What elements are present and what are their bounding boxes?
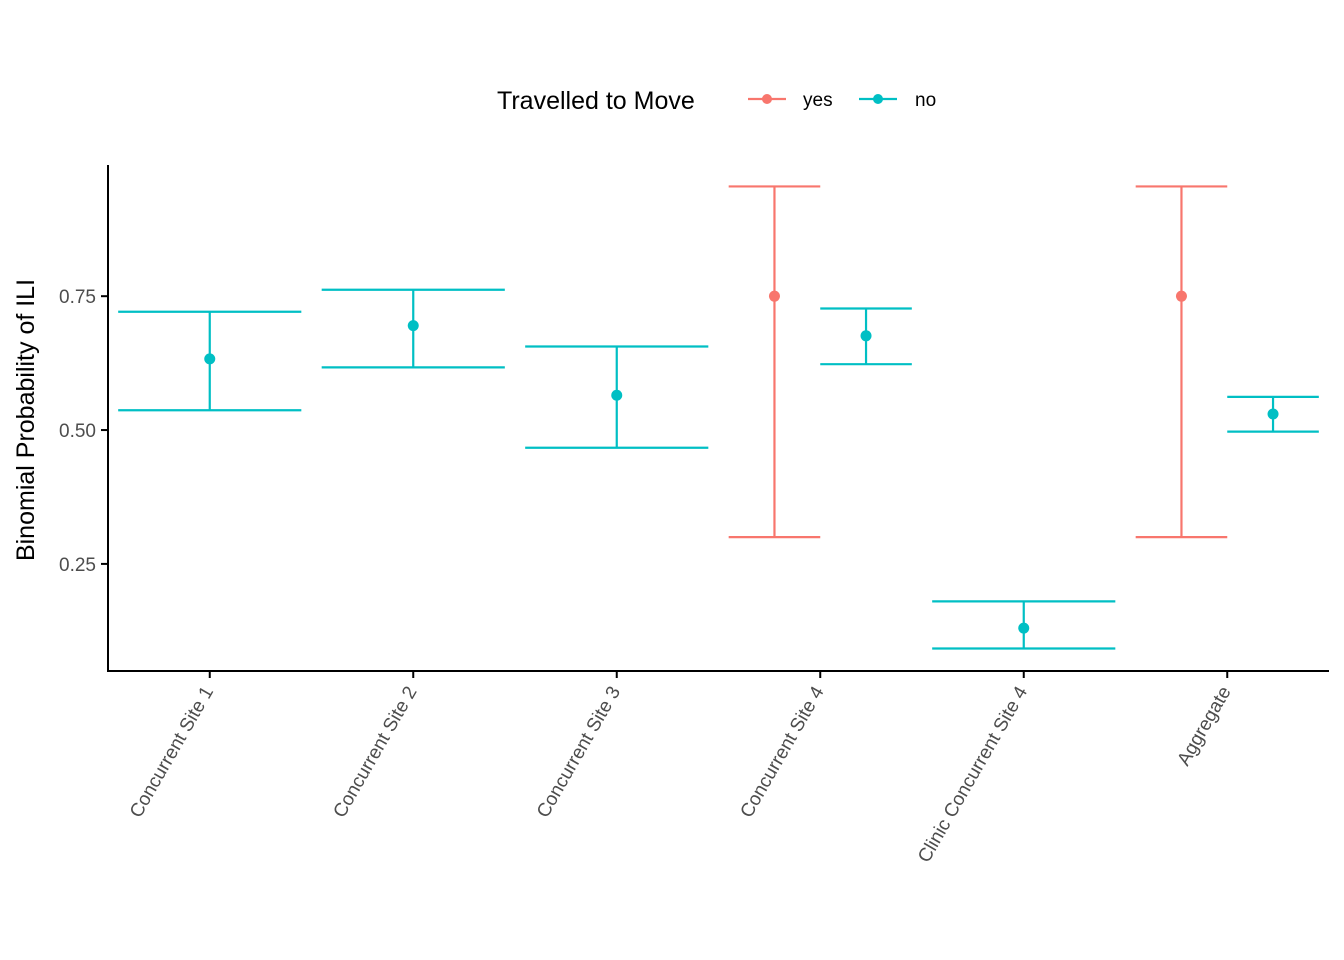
x-tick-label: Concurrent Site 2 [329, 683, 421, 822]
errorbar-no [118, 310, 302, 412]
y-ticks: 0.25 0.50 0.75 [59, 287, 108, 576]
errorbar-no [321, 288, 505, 369]
point-estimate [611, 389, 623, 401]
data-marks [118, 185, 1319, 650]
legend-item-no: no [859, 90, 936, 111]
legend-key-dot-no [873, 94, 883, 104]
errorbar-yes [1135, 185, 1228, 539]
point-estimate [1267, 408, 1279, 420]
errorbar-yes [728, 185, 821, 539]
legend-item-yes: yes [748, 90, 833, 111]
legend-key-dot-yes [762, 94, 772, 104]
x-tick-label: Clinic Concurrent Site 4 [914, 683, 1032, 867]
point-estimate [407, 320, 419, 332]
errorbar-no [1227, 395, 1319, 433]
errorbar-no [525, 345, 709, 449]
point-estimate [1018, 622, 1030, 634]
legend: Travelled to Move yes no [497, 87, 936, 115]
point-estimate [768, 290, 780, 302]
point-estimate [860, 330, 872, 342]
errorbar-no [820, 307, 912, 366]
point-estimate [204, 353, 216, 365]
y-tick-label: 0.25 [59, 555, 96, 576]
axes [107, 165, 1329, 672]
legend-label-yes: yes [803, 90, 833, 111]
x-tick-label: Concurrent Site 4 [736, 683, 828, 822]
legend-title: Travelled to Move [497, 87, 695, 115]
x-tick-label: Concurrent Site 3 [533, 683, 625, 822]
y-tick-label: 0.50 [59, 421, 96, 442]
y-tick-label: 0.75 [59, 287, 96, 308]
x-tick-label: Aggregate [1174, 683, 1236, 769]
errorbar-no [932, 600, 1116, 650]
point-estimate [1175, 290, 1187, 302]
y-axis-title: Binomial Probability of ILI [12, 279, 40, 561]
x-ticks: Concurrent Site 1 Concurrent Site 2 Concur… [126, 671, 1236, 866]
legend-label-no: no [915, 90, 936, 111]
x-tick-label: Concurrent Site 1 [126, 683, 218, 822]
